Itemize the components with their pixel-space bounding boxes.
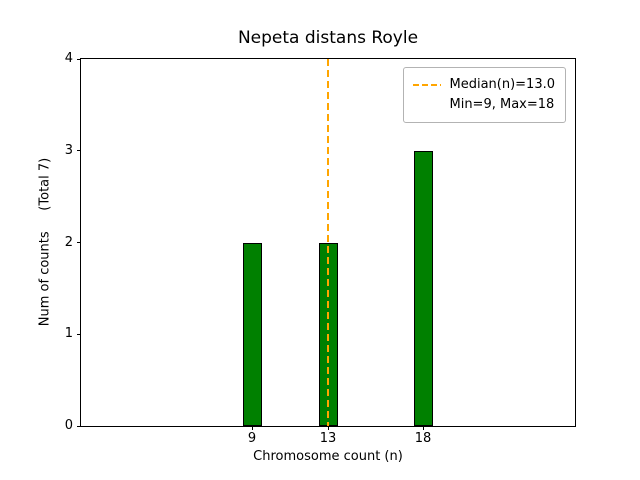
x-axis-label: Chromosome count (n) bbox=[253, 449, 403, 464]
y-tick-label: 3 bbox=[64, 142, 73, 158]
x-tick-mark bbox=[327, 426, 329, 430]
chart-title: Nepeta distans Royle bbox=[237, 28, 419, 48]
median-dashed-line-icon bbox=[413, 84, 442, 86]
legend-label: Median(n)=13.0 bbox=[449, 77, 555, 92]
x-tick-mark bbox=[251, 426, 253, 430]
y-tick-mark bbox=[77, 333, 81, 335]
plot-area: 9 13 18 0 1 2 3 4 Median(n)=13.0 Min=9, Max=18 bbox=[65, 51, 576, 446]
y-tick-label: 1 bbox=[64, 326, 73, 342]
bar bbox=[413, 150, 433, 426]
x-tick-mark bbox=[422, 426, 424, 430]
y-tick-label: 2 bbox=[64, 234, 73, 250]
y-tick-mark bbox=[77, 242, 81, 243]
legend-entry-median: Median(n)=13.0 bbox=[413, 75, 555, 95]
legend: Median(n)=13.0 Min=9, Max=18 bbox=[403, 67, 566, 123]
legend-label: Min=9, Max=18 bbox=[449, 97, 555, 112]
y-axis-label: Num of counts (Total 7) bbox=[37, 157, 53, 327]
y-tick-mark bbox=[77, 150, 81, 152]
y-tick-mark bbox=[77, 58, 81, 60]
legend-empty-marker bbox=[413, 104, 441, 106]
bar bbox=[242, 242, 262, 426]
y-tick-label: 4 bbox=[64, 51, 73, 66]
x-tick-label: 13 bbox=[319, 431, 337, 446]
median-line bbox=[327, 59, 329, 426]
x-tick-label: 18 bbox=[414, 431, 432, 446]
x-tick-label: 9 bbox=[247, 431, 257, 446]
y-tick-label: 0 bbox=[64, 418, 73, 433]
legend-entry-minmax: Min=9, Max=18 bbox=[413, 95, 555, 115]
y-tick-mark bbox=[77, 425, 81, 427]
